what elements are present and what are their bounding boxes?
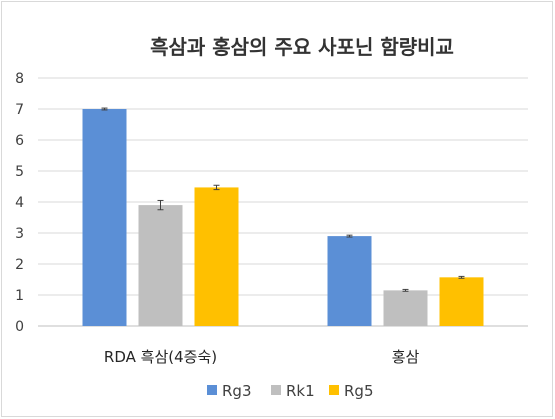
legend-swatch-rg3 bbox=[207, 385, 217, 395]
y-tick-label: 2 bbox=[15, 257, 24, 273]
bar-rg5-1 bbox=[439, 277, 484, 326]
legend-label-rk1: Rk1 bbox=[286, 382, 315, 400]
legend-swatch-rg5 bbox=[329, 385, 339, 395]
y-axis-tick-labels: 0 1 2 3 4 5 6 7 8 bbox=[15, 71, 24, 335]
bar-rg5-0 bbox=[194, 187, 239, 326]
bar-rg3-1 bbox=[327, 236, 372, 326]
y-tick-label: 3 bbox=[15, 226, 24, 242]
bars bbox=[82, 109, 484, 326]
legend-swatch-rk1 bbox=[271, 385, 281, 395]
y-tick-label: 5 bbox=[15, 164, 24, 180]
legend-label-rg5: Rg5 bbox=[344, 382, 374, 400]
bar-rk1-1 bbox=[383, 290, 428, 326]
x-category-label: RDA 흑삼(4증숙) bbox=[104, 348, 217, 366]
bar-rg3-0 bbox=[82, 109, 127, 326]
chart-title: 흑삼과 홍삼의 주요 사포닌 함량비교 bbox=[150, 35, 454, 59]
error-bars bbox=[101, 107, 465, 292]
x-category-label: 홍삼 bbox=[392, 348, 420, 366]
y-tick-label: 4 bbox=[15, 195, 24, 211]
y-tick-label: 0 bbox=[15, 319, 24, 335]
legend-label-rg3: Rg3 bbox=[222, 382, 252, 400]
y-tick-label: 1 bbox=[15, 288, 24, 304]
y-tick-label: 8 bbox=[15, 71, 24, 87]
y-tick-label: 6 bbox=[15, 133, 24, 149]
y-tick-label: 7 bbox=[15, 102, 24, 118]
legend: Rg3 Rk1 Rg5 bbox=[207, 382, 374, 400]
bar-rk1-0 bbox=[138, 205, 183, 326]
x-axis-category-labels: RDA 흑삼(4증숙) 홍삼 bbox=[104, 348, 420, 366]
